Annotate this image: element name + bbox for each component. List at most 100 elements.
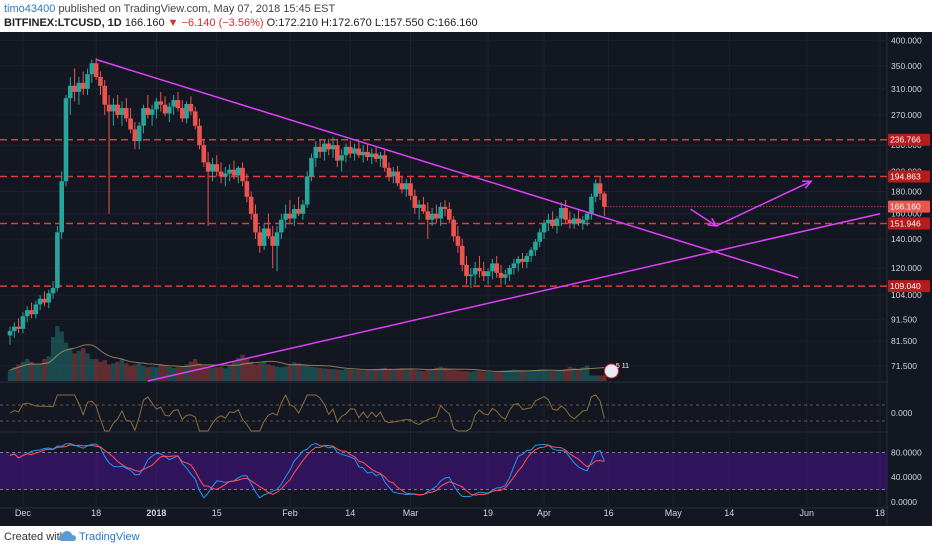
volume-bar — [205, 366, 211, 381]
volume-bar — [477, 371, 482, 381]
candle-body — [37, 298, 43, 305]
price-tick-label: 140.000 — [891, 234, 922, 244]
candle-body — [240, 167, 245, 182]
candle-body — [602, 193, 607, 207]
candle-body — [416, 204, 422, 208]
volume-bar — [162, 365, 168, 381]
volume-bar — [253, 364, 258, 381]
volume-bar — [37, 363, 43, 381]
volume-bar — [404, 368, 409, 381]
candle-body — [515, 258, 521, 264]
time-tick-label: 18 — [875, 508, 885, 518]
volume-bar — [494, 371, 499, 381]
candle-body — [511, 263, 517, 269]
candle-body — [382, 155, 388, 168]
volume-bar — [124, 363, 129, 381]
candle-body — [490, 263, 495, 272]
volume-bar — [468, 371, 474, 381]
candle-body — [119, 108, 125, 115]
candle-body — [102, 85, 108, 105]
volume-bar — [16, 364, 21, 381]
time-tick-label: Apr — [537, 508, 551, 518]
price-change: ▼ −6.140 (−3.56%) — [167, 17, 264, 29]
volume-bar — [498, 371, 504, 381]
candle-body — [507, 268, 512, 275]
candle-body — [16, 326, 21, 329]
volume-bar — [201, 365, 207, 381]
price-label-box — [888, 217, 930, 230]
volume-bar — [481, 371, 486, 381]
candle-body — [412, 195, 418, 208]
volume-bar — [98, 361, 103, 381]
candle-body — [283, 213, 288, 220]
candle-body — [89, 63, 95, 75]
candle-body — [93, 63, 99, 78]
volume-bar — [46, 356, 51, 381]
volume-bar — [567, 366, 573, 381]
candle-body — [167, 106, 172, 114]
price-tick-label: 120.000 — [891, 263, 922, 273]
volume-bar — [72, 353, 77, 381]
candle-body — [141, 108, 146, 126]
volume-bar — [119, 359, 125, 381]
volume-bar — [348, 369, 353, 381]
volume-bar — [149, 366, 155, 381]
candle-body — [335, 145, 340, 161]
candle-body — [373, 153, 379, 159]
candle-body — [421, 204, 426, 212]
time-tick-label: Feb — [282, 508, 298, 518]
time-tick-label: 2018 — [146, 508, 166, 518]
candle-body — [296, 209, 301, 214]
price-label-box — [888, 170, 930, 183]
volume-bar — [391, 370, 396, 381]
volume-bar — [210, 367, 215, 381]
candle-body — [455, 236, 461, 246]
volume-bar — [559, 370, 564, 381]
stochastic-d-line — [9, 444, 605, 496]
volume-bar — [490, 372, 495, 381]
time-axis: Dec 18 2018 15 Feb 14 Mar 19 Apr 16 May 14 Jun 18 — [15, 508, 885, 518]
volume-bar — [442, 367, 448, 381]
candle-body — [378, 155, 383, 159]
candle-body — [279, 219, 284, 233]
volume-bar — [261, 361, 267, 381]
candle-body — [257, 232, 263, 246]
volume-bar — [85, 353, 90, 381]
volume-bar — [167, 366, 172, 381]
candle-body — [205, 162, 211, 172]
candle-body — [223, 173, 228, 177]
volume-bar — [59, 331, 64, 381]
candle-body — [270, 236, 276, 246]
tradingview-brand[interactable]: TradingView — [79, 531, 140, 543]
volume-bar — [593, 375, 598, 381]
candle-body — [184, 104, 189, 119]
volume-bar — [472, 371, 478, 381]
candle-body — [541, 223, 547, 233]
candle-body — [154, 101, 159, 110]
author-link[interactable]: timo43400 — [4, 3, 56, 15]
candle-body — [434, 213, 439, 219]
volume-bar — [63, 342, 69, 381]
volume-bar — [511, 369, 517, 381]
volume-bar — [68, 348, 73, 381]
volume-bar — [300, 364, 306, 381]
created-with-text: Created with — [4, 531, 66, 543]
stochastic-tick-label: 80.0000 — [891, 447, 922, 457]
candle-body — [171, 100, 176, 107]
candle-body — [533, 241, 538, 251]
volume-bar — [304, 365, 310, 381]
candle-body — [20, 316, 26, 329]
volume-bar — [102, 360, 107, 381]
chart-area[interactable]: 5 11 400.000350.000310.000270.000230.000… — [0, 32, 932, 526]
drawings: 5 11 — [95, 58, 881, 382]
volume-bar — [360, 370, 366, 381]
volume-bar — [158, 364, 163, 381]
time-tick-label: May — [665, 508, 683, 518]
volume-bar — [240, 354, 245, 381]
volume-bar — [524, 371, 530, 381]
candle-body — [352, 148, 357, 154]
volume-bar — [257, 363, 263, 381]
price-tick-label: 400.000 — [891, 36, 922, 46]
volume-bar — [554, 370, 560, 381]
volume-bar — [141, 365, 146, 381]
